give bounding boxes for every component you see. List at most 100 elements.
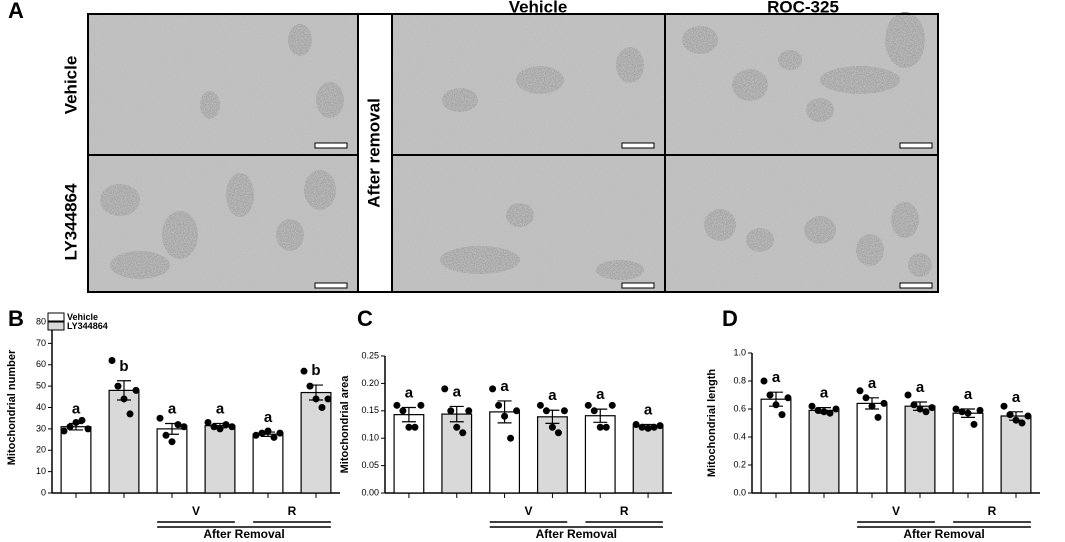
panel-letter: D (722, 306, 738, 331)
data-point (204, 418, 212, 426)
data-point (222, 421, 230, 429)
y-tick-label: 20 (36, 445, 46, 455)
data-point (554, 429, 562, 437)
bar (1000, 415, 1032, 494)
significance-letter: a (964, 386, 973, 403)
y-tick-label: 0.25 (361, 350, 379, 360)
data-point (772, 401, 780, 409)
y-tick-label: 0.4 (733, 431, 746, 441)
y-tick-label: 0.6 (733, 403, 746, 413)
y-tick-label: 80 (36, 316, 46, 326)
bar (952, 412, 984, 494)
legend-label: LY344864 (67, 321, 108, 331)
data-point (405, 423, 413, 431)
y-tick-label: 60 (36, 359, 46, 369)
data-point (399, 407, 407, 415)
data-point (584, 401, 592, 409)
bracket-label: After Removal (903, 527, 984, 541)
data-point (928, 404, 936, 412)
y-tick-label: 70 (36, 338, 46, 348)
y-tick-label: 0.15 (361, 405, 379, 415)
significance-letter: a (168, 401, 177, 418)
bar (204, 425, 236, 494)
data-point (318, 404, 326, 411)
significance-letter: a (500, 378, 509, 395)
data-point (501, 412, 509, 420)
data-point (1000, 402, 1008, 410)
data-point (916, 405, 924, 413)
bar (489, 411, 521, 494)
data-point (590, 407, 598, 415)
y-tick-label: 0.0 (733, 487, 746, 497)
group-label: R (620, 504, 629, 518)
micrographs (87, 12, 939, 293)
data-point (324, 395, 332, 403)
data-point (560, 407, 568, 415)
data-point (306, 382, 314, 390)
group-label: R (288, 504, 297, 518)
data-point (114, 382, 122, 390)
data-point (1006, 411, 1014, 419)
data-point (910, 401, 918, 409)
data-point (156, 414, 164, 422)
data-point (868, 402, 876, 410)
significance-letter: a (596, 386, 605, 403)
y-tick-label: 0.00 (361, 487, 379, 497)
significance-letter: a (72, 401, 81, 418)
data-point (276, 429, 284, 437)
data-point (66, 423, 74, 431)
data-point (393, 401, 401, 409)
data-point (964, 409, 972, 417)
significance-letter: a (772, 369, 781, 386)
column-label: Vehicle (509, 0, 568, 16)
bar (300, 391, 332, 494)
data-point (880, 399, 888, 407)
data-point (108, 356, 116, 364)
data-point (126, 410, 134, 418)
data-point (120, 395, 128, 403)
data-point (78, 416, 86, 424)
data-point (856, 387, 864, 395)
data-point (970, 420, 978, 428)
y-tick-label: 0.8 (733, 375, 746, 385)
data-point (210, 423, 218, 431)
significance-letter: a (216, 401, 225, 418)
y-tick-label: 0.20 (361, 378, 379, 388)
y-tick-label: 0 (41, 487, 46, 497)
bar (808, 409, 840, 494)
bar (760, 398, 792, 494)
bar (252, 433, 284, 494)
data-point (862, 394, 870, 402)
panel-letter: A (8, 0, 24, 23)
data-point (650, 423, 658, 431)
data-point (1012, 416, 1020, 424)
data-point (778, 411, 786, 419)
data-point (608, 401, 616, 409)
y-tick-label: 40 (36, 402, 46, 412)
significance-letter: b (119, 358, 128, 375)
data-point (72, 418, 80, 426)
data-point (536, 401, 544, 409)
data-point (417, 401, 425, 409)
data-point (513, 407, 521, 415)
y-tick-label: 0.10 (361, 433, 379, 443)
data-point (922, 408, 930, 416)
data-point (766, 391, 774, 399)
panel-letter: C (357, 306, 373, 331)
group-label: V (892, 504, 900, 518)
data-point (596, 423, 604, 431)
data-point (602, 423, 610, 431)
error-bar (401, 406, 416, 423)
column-label: ROC-325 (767, 0, 839, 16)
bracket-label: After Removal (536, 527, 617, 541)
data-point (60, 427, 68, 435)
bar (632, 425, 664, 494)
y-tick-label: 30 (36, 423, 46, 433)
data-point (258, 429, 266, 437)
data-point (180, 423, 188, 431)
y-tick-label: 1.0 (733, 347, 746, 357)
data-point (548, 423, 556, 431)
data-point (952, 405, 960, 413)
data-point (489, 385, 497, 393)
group-label: V (524, 504, 532, 518)
